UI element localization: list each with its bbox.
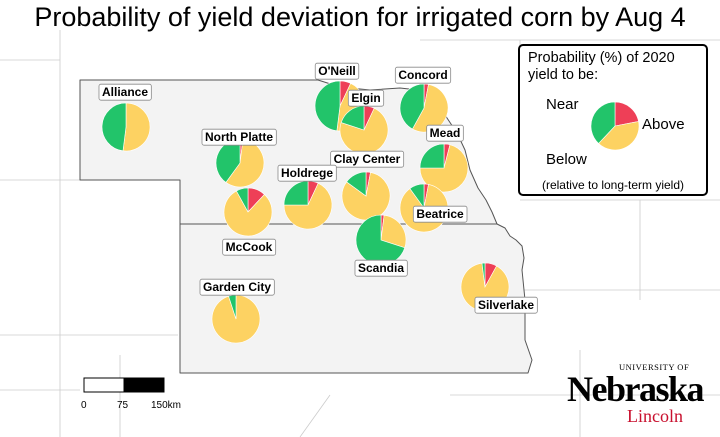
legend-pie-below-slice (614, 101, 639, 127)
pie-concord (399, 83, 449, 133)
kansas-outline (179, 223, 533, 374)
pie-alliance (101, 102, 151, 152)
logo-lincoln-text: Lincoln (627, 406, 683, 426)
site-name-clay-center: Clay Center (334, 152, 401, 166)
legend-pie-group (590, 101, 640, 151)
label-scandia: Scandia (354, 259, 408, 277)
pie-scandia-near-slice (380, 214, 407, 249)
state-outlines (79, 79, 533, 374)
site-name-elgin: Elgin (351, 91, 380, 105)
site-labels: Alliance North Platte O'Neill Elgin Concord M… (98, 62, 538, 314)
label-garden-city: Garden City (199, 278, 275, 296)
pie-concord-above-slice (399, 83, 425, 130)
label-holdrege: Holdrege (277, 164, 337, 182)
legend: Probability (%) of 2020 yield to be: Nea… (518, 44, 708, 196)
legend-below-label: Below (546, 151, 587, 168)
legend-near-label: Near (546, 96, 579, 113)
site-name-o-neill: O'Neill (318, 64, 356, 78)
site-name-north-platte: North Platte (205, 130, 273, 144)
label-concord: Concord (394, 66, 452, 84)
site-name-mead: Mead (430, 126, 461, 140)
scale-label-75: 75 (117, 400, 129, 411)
legend-sample-pie (590, 101, 640, 151)
label-mccook: McCook (222, 238, 277, 256)
scale-label-150: 150km (151, 400, 182, 411)
pie-o-neill-above-slice (314, 80, 341, 132)
pie-silverlake-above-slice (481, 262, 486, 288)
label-mead: Mead (426, 124, 464, 142)
site-name-silverlake: Silverlake (478, 298, 534, 312)
site-name-holdrege: Holdrege (281, 166, 333, 180)
scale-label-0: 0 (81, 400, 87, 411)
label-north-platte: North Platte (201, 128, 277, 146)
site-name-concord: Concord (398, 68, 447, 82)
pie-mead-near-slice (419, 144, 469, 193)
pie-mccook-near-slice (223, 190, 273, 237)
site-name-alliance: Alliance (102, 85, 148, 99)
pie-beatrice-above-slice (409, 183, 425, 209)
label-silverlake: Silverlake (474, 296, 538, 314)
pie-mead-above-slice (419, 143, 445, 169)
pie-elgin (339, 105, 389, 155)
legend-title: Probability (%) of 2020 yield to be: (528, 50, 675, 83)
pie-scandia (355, 214, 407, 266)
pie-clay-center-above-slice (346, 171, 367, 197)
pie-alliance-above-slice (101, 102, 127, 152)
pie-mccook-above-slice (236, 187, 249, 213)
pie-garden-city (211, 294, 261, 344)
pie-mccook (223, 187, 273, 237)
logo-university-text: UNIVERSITY OF (619, 362, 690, 372)
legend-pie-near-slice (598, 121, 640, 151)
pie-concord-near-slice (412, 84, 449, 133)
site-name-garden-city: Garden City (203, 280, 271, 294)
pie-mead (419, 143, 469, 193)
site-name-mccook: McCook (226, 240, 273, 254)
pie-north-platte (215, 138, 265, 188)
label-o-neill: O'Neill (314, 62, 360, 80)
label-alliance: Alliance (98, 83, 152, 101)
label-clay-center: Clay Center (330, 150, 405, 168)
site-name-beatrice: Beatrice (416, 207, 464, 221)
pie-clay-center (341, 171, 391, 221)
legend-pie-above-slice (590, 101, 616, 144)
pie-scandia-above-slice (355, 214, 406, 266)
scale-bar (83, 377, 165, 393)
legend-note: (relative to long-term yield) (541, 178, 685, 192)
logo-nebraska-text: Nebraska (567, 369, 705, 409)
site-name-scandia: Scandia (358, 261, 404, 275)
pie-holdrege-near-slice (283, 182, 333, 230)
legend-above-label: Above (642, 116, 685, 133)
pie-holdrege (283, 180, 333, 230)
county-lines (0, 30, 720, 437)
label-elgin: Elgin (347, 89, 385, 107)
unl-logo: UNIVERSITY OF Nebraska Lincoln (565, 362, 715, 432)
map-title: Probability of yield deviation for irrig… (34, 2, 686, 32)
label-beatrice: Beatrice (412, 205, 468, 223)
pie-alliance-near-slice (122, 102, 151, 152)
